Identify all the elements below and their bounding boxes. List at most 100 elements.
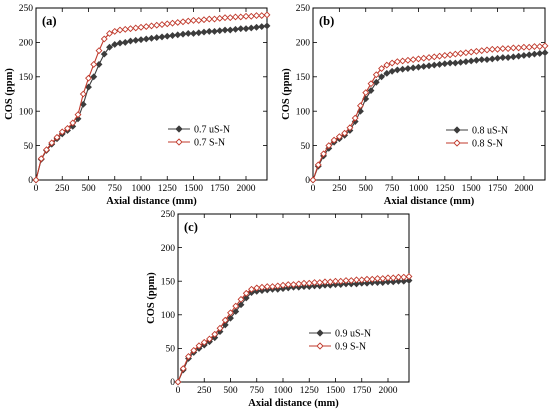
data-point <box>335 133 343 141</box>
data-point <box>295 280 303 288</box>
data-point <box>473 47 480 55</box>
data-point <box>541 42 549 50</box>
data-point <box>242 12 250 20</box>
data-point <box>425 62 433 70</box>
data-point <box>153 21 161 29</box>
data-point <box>121 25 129 33</box>
data-point <box>221 316 229 324</box>
data-point <box>190 30 197 37</box>
data-point <box>90 60 98 68</box>
data-point <box>227 309 234 317</box>
data-point <box>58 128 66 136</box>
x-tick-label: 1750 <box>488 184 507 194</box>
data-point <box>368 275 376 283</box>
y-axis-title: COS (ppm) <box>281 68 292 120</box>
data-point <box>478 47 486 55</box>
x-tick-label: 1000 <box>132 184 151 194</box>
data-point <box>311 279 318 286</box>
data-point <box>158 33 166 41</box>
legend-label: 0.9 S-N <box>335 342 366 353</box>
y-tick-label: 100 <box>296 107 311 117</box>
legend-swatch-marker <box>453 126 461 134</box>
data-point <box>441 52 449 59</box>
x-tick-label: 1250 <box>435 184 454 194</box>
data-point <box>200 16 208 24</box>
x-tick-label: 0 <box>311 184 316 194</box>
series-line <box>177 279 410 383</box>
data-point <box>357 102 364 110</box>
data-point <box>111 41 119 48</box>
data-point <box>127 25 134 33</box>
data-point <box>379 279 387 286</box>
data-point <box>258 23 266 31</box>
data-point <box>405 273 413 280</box>
y-tick-label: 250 <box>19 4 34 14</box>
y-tick-label: 0 <box>305 176 310 186</box>
data-point <box>400 277 408 285</box>
data-point <box>237 13 245 21</box>
data-point <box>111 27 119 35</box>
data-point <box>372 71 380 79</box>
legend-swatch-marker <box>316 329 324 337</box>
data-point <box>404 65 412 72</box>
data-point <box>316 279 324 286</box>
data-point <box>158 21 166 28</box>
y-tick-label: 50 <box>24 142 34 152</box>
legend: 0.7 uS-N 0.7 S-N <box>168 125 230 149</box>
data-point <box>305 279 313 287</box>
series-0 <box>174 277 413 386</box>
data-point <box>395 273 402 281</box>
data-point <box>451 50 459 58</box>
data-point <box>184 17 192 25</box>
x-tick-label: 500 <box>81 184 96 194</box>
plot-frame <box>35 7 268 181</box>
data-point <box>531 43 538 50</box>
data-point <box>504 54 512 61</box>
data-point <box>253 23 260 31</box>
data-point <box>95 60 103 68</box>
data-point <box>499 45 507 53</box>
data-point <box>383 61 391 69</box>
data-point <box>451 59 459 67</box>
data-point <box>247 24 255 32</box>
data-point <box>258 12 266 20</box>
data-point <box>379 275 387 282</box>
data-point <box>116 39 124 47</box>
x-axis-title: Axial distance (mm) <box>248 398 339 409</box>
data-point <box>163 32 171 40</box>
series-0 <box>309 49 549 184</box>
data-point <box>415 63 422 71</box>
data-point <box>253 284 261 292</box>
series-0 <box>32 22 271 184</box>
y-tick-label: 150 <box>161 277 176 287</box>
data-point <box>100 50 108 58</box>
data-point <box>169 32 176 39</box>
data-point <box>116 26 124 34</box>
data-point <box>284 281 292 288</box>
data-point <box>200 28 208 36</box>
x-tick-label: 2000 <box>379 386 398 396</box>
data-point <box>363 279 371 287</box>
data-point <box>85 74 92 82</box>
data-point <box>494 54 501 62</box>
data-point <box>441 60 449 68</box>
data-point <box>332 277 339 285</box>
data-point <box>95 47 103 55</box>
y-tick-label: 0 <box>170 378 175 388</box>
data-point <box>346 124 354 132</box>
data-point <box>179 365 187 372</box>
data-point <box>211 330 219 338</box>
data-point <box>142 23 150 31</box>
data-point <box>446 51 454 59</box>
data-point <box>420 54 428 62</box>
data-point <box>174 19 182 26</box>
data-point <box>132 24 140 32</box>
data-point <box>179 30 187 38</box>
legend-label: 0.8 uS-N <box>472 126 508 137</box>
y-tick-label: 200 <box>161 244 176 254</box>
y-tick-label: 200 <box>19 39 34 49</box>
data-point <box>509 53 517 61</box>
data-point <box>258 283 266 291</box>
data-point <box>404 56 412 64</box>
data-point <box>483 46 491 54</box>
